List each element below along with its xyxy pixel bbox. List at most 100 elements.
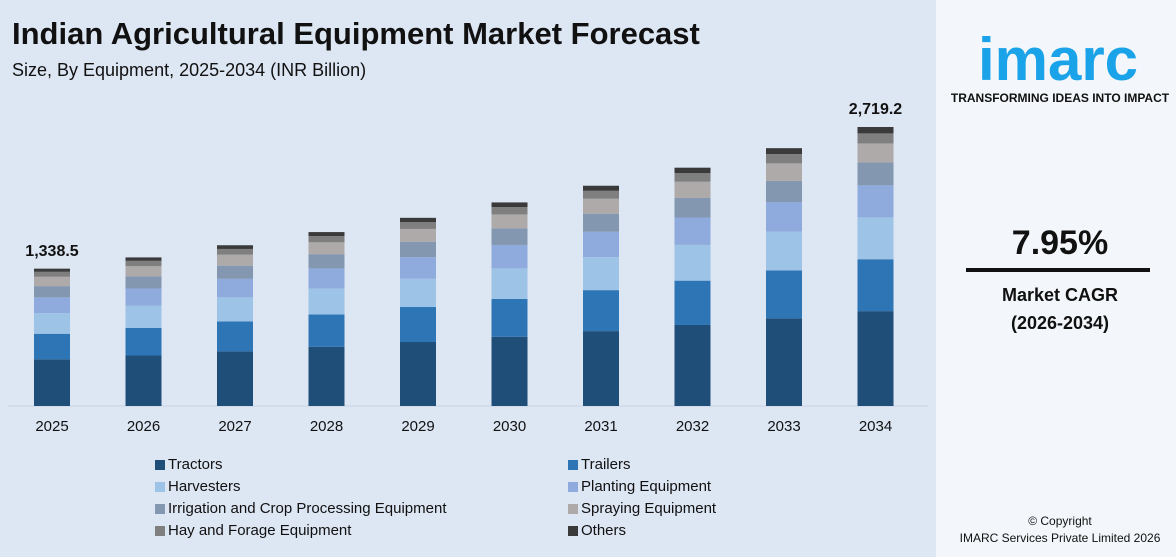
bar-segment [583,231,619,258]
bar-segment [857,259,894,312]
legend-label: Others [581,522,626,539]
bar-segment [583,257,619,291]
bar-segment [34,313,70,334]
bar-segment [766,148,802,155]
x-tick-label: 2027 [218,418,251,435]
total-label: 1,338.5 [25,243,78,260]
bar-segment [308,288,345,315]
sidebar-background [936,0,1176,557]
legend-swatch [155,482,165,492]
bar-segment [217,248,253,255]
x-tick-label: 2028 [310,418,343,435]
bar-segment [491,336,528,406]
bar-segment [674,217,711,245]
bar-segment [583,331,619,406]
bar-segment [674,181,711,198]
bar-segment [308,236,345,243]
bar-segment [217,245,253,249]
bar-segment [491,228,528,245]
chart-subtitle: Size, By Equipment, 2025-2034 (INR Billi… [12,60,366,80]
legend-label: Hay and Forage Equipment [168,522,352,539]
x-tick-label: 2026 [127,418,160,435]
legend-swatch [568,526,578,536]
bar-segment [34,333,70,360]
x-tick-label: 2025 [35,418,68,435]
logo: imarc [978,26,1138,93]
bar-segment [308,232,345,237]
bar-segment [857,162,894,186]
bar-segment [125,260,162,267]
cagr-period: (2026-2034) [1011,313,1109,333]
x-tick-label: 2034 [859,418,892,435]
bar-segment [583,198,619,214]
bar-segment [308,268,345,289]
bar-segment [34,286,70,298]
legend-swatch [155,504,165,514]
bar-segment [491,244,528,269]
bar-segment [308,314,345,347]
company: IMARC Services Private Limited 2026 [960,531,1161,545]
x-tick-label: 2029 [401,418,434,435]
bar-segment [674,197,711,218]
bar-segment [125,305,162,328]
bar-segment [491,268,528,299]
bar-segment [217,265,253,279]
bar-segment [400,241,436,258]
bar-segment [583,190,619,199]
legend-label: Trailers [581,456,630,473]
bar-segment [674,173,711,182]
legend-label: Irrigation and Crop Processing Equipment [168,500,447,517]
bar-segment [766,163,802,181]
bar-segment [491,202,528,208]
bar-segment [400,278,436,308]
legend-swatch [568,460,578,470]
bar-segment [857,311,894,406]
bar-segment [217,321,253,352]
bar-segment [308,242,345,255]
bar-segment [766,180,802,203]
bar-segment [857,217,894,260]
bar-segment [308,346,345,406]
bar-segment [34,271,70,277]
cagr-label: Market CAGR [1002,285,1118,305]
bar-segment [217,254,253,266]
legend-label: Harvesters [168,478,241,495]
legend-swatch [568,482,578,492]
bar-segment [125,327,162,356]
bar-segment [766,318,802,406]
x-tick-label: 2030 [493,418,526,435]
x-tick-label: 2033 [767,418,800,435]
legend-swatch [568,504,578,514]
bar-segment [400,222,436,229]
bar-segment [857,133,894,144]
bar-segment [857,143,894,163]
bar-segment [217,297,253,322]
bar-segment [491,298,528,337]
bar-segment [125,355,162,406]
bar-segment [125,257,162,261]
bar-segment [491,214,528,229]
bar-segment [583,213,619,232]
bar-segment [217,351,253,406]
bar-segment [674,244,711,281]
bar-segment [674,324,711,406]
bar-segment [125,276,162,289]
tagline: TRANSFORMING IDEAS INTO IMPACT [951,91,1170,105]
legend-label: Planting Equipment [581,478,712,495]
bar-segment [308,254,345,269]
bar-segment [583,290,619,332]
bar-segment [766,202,802,232]
legend-label: Spraying Equipment [581,500,717,517]
bar-segment [674,167,711,174]
total-label: 2,719.2 [849,101,902,118]
bar-segment [491,207,528,215]
legend-swatch [155,526,165,536]
cagr-value: 7.95% [1012,224,1108,262]
bar-segment [400,228,436,242]
legend-label: Tractors [168,456,222,473]
chart-title: Indian Agricultural Equipment Market For… [12,16,700,51]
bar-segment [674,280,711,325]
bar-segment [857,185,894,218]
bar-segment [125,266,162,277]
